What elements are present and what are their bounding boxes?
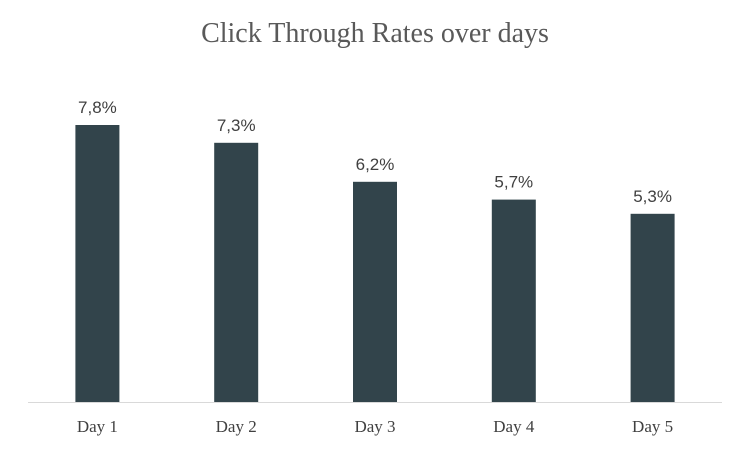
bar-3: [353, 181, 397, 402]
data-label-1: 7,8%: [78, 98, 117, 117]
bar-1: [75, 125, 120, 402]
data-label-5: 5,3%: [633, 187, 672, 206]
x-tick-label-2: Day 2: [216, 417, 257, 436]
x-tick-label-3: Day 3: [354, 417, 395, 436]
bar-5: [630, 213, 675, 402]
data-label-4: 5,7%: [494, 173, 533, 192]
data-label-2: 7,3%: [217, 116, 256, 135]
bar-4: [491, 199, 536, 402]
x-tick-label-4: Day 4: [493, 417, 535, 436]
bar-2: [214, 142, 259, 403]
data-label-3: 6,2%: [356, 155, 395, 174]
chart-title: Click Through Rates over days: [201, 18, 549, 49]
x-tick-label-5: Day 5: [632, 417, 673, 436]
x-tick-label-1: Day 1: [77, 417, 118, 436]
